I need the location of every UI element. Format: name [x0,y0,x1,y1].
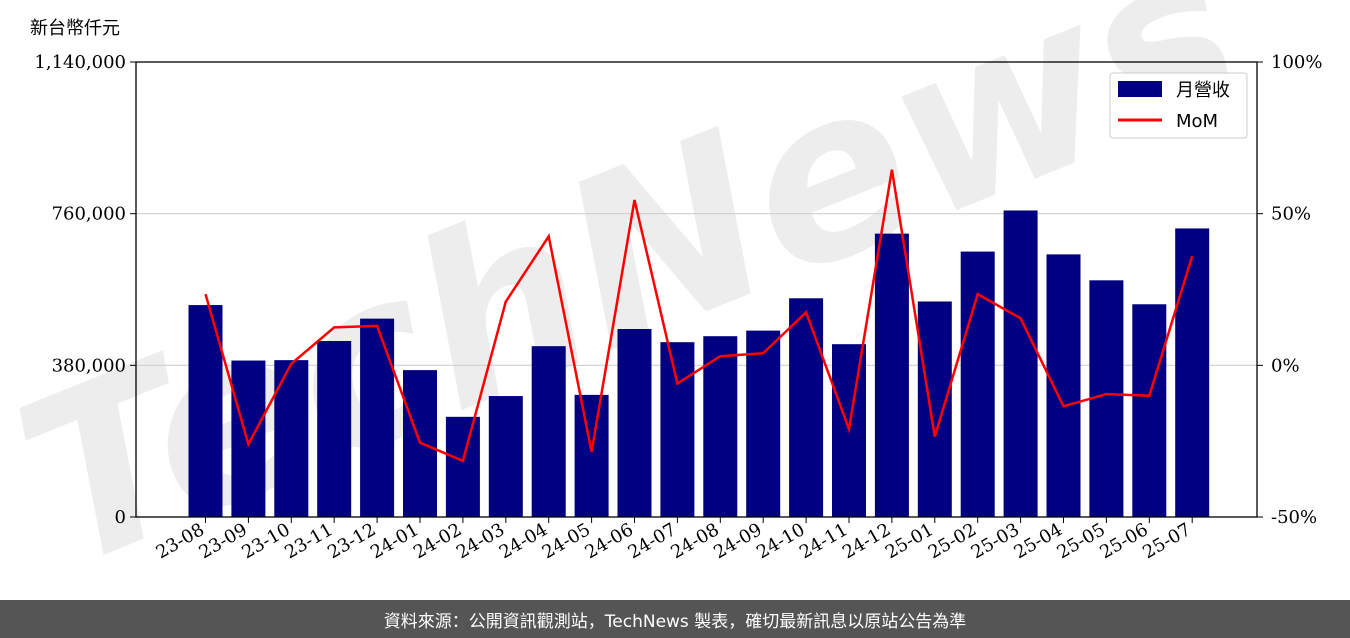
x-tick-label: 24-02 [410,519,465,563]
x-tick-label: 25-04 [1011,519,1066,563]
legend-label-mom: MoM [1176,111,1218,132]
line-series [204,169,1194,463]
x-tick-label: 24-11 [796,519,851,563]
left-tick-label: 760,000 [52,204,126,225]
legend-swatch-bar [1118,81,1162,97]
right-tick-label: 0% [1271,355,1300,376]
right-tick-label: 50% [1271,204,1311,225]
y-unit-label: 新台幣仟元 [30,18,120,39]
x-tick-label: 25-07 [1139,519,1194,563]
right-tick-label: 100% [1271,52,1322,73]
bar-23-12 [360,318,395,517]
legend: 月營收 MoM [1109,72,1248,139]
left-tick-label: 1,140,000 [34,52,126,73]
x-tick-label: 24-12 [839,519,894,563]
bar-25-03 [1003,210,1038,517]
legend-label-revenue: 月營收 [1176,80,1230,101]
x-tick-label: 24-05 [539,519,594,563]
bar-24-06 [617,329,652,517]
bar-25-07 [1175,228,1210,517]
bar-24-08 [703,336,738,517]
x-tick-label: 24-04 [496,519,551,563]
bar-25-06 [1132,304,1167,517]
mom-line [204,169,1194,463]
bar-25-02 [960,251,995,518]
axes [135,61,1258,518]
x-tick-label: 24-09 [710,519,765,563]
bar-25-05 [1089,280,1124,517]
bar-24-05 [574,394,609,517]
right-tick-label: -50% [1271,507,1317,528]
bar-24-10 [789,298,824,517]
bar-25-04 [1046,254,1081,517]
x-tick-label: 25-03 [968,519,1023,563]
left-tick-label: 0 [115,507,126,528]
bar-24-03 [488,396,523,517]
footer-text: 資料來源：公開資訊觀測站，TechNews 製表，確切最新訊息以原站公告為準 [383,611,967,632]
bar-25-01 [917,301,952,517]
x-tick-label: 25-06 [1096,519,1151,563]
x-tick-label: 25-01 [882,519,937,563]
left-tick-label: 380,000 [52,355,126,376]
source-footer: 資料來源：公開資訊觀測站，TechNews 製表，確切最新訊息以原站公告為準 [0,600,1350,638]
x-tick-label: 24-03 [453,519,508,563]
x-tick-label: 24-07 [624,519,679,563]
x-tick-label: 24-10 [753,519,808,563]
plot-frame [135,61,1258,518]
bar-24-12 [874,233,909,517]
x-tick-label: 24-01 [367,519,422,563]
bar-24-02 [445,416,480,517]
chart-canvas: TechNews 0380,000760,0001,140,000-50%0%5… [0,0,1322,600]
bar-24-07 [660,342,695,517]
bar-24-09 [746,330,781,517]
x-tick-label: 25-02 [925,519,980,563]
bar-23-08 [188,305,223,517]
x-tick-label: 23-12 [324,519,379,563]
bar-23-11 [317,340,352,517]
bar-24-04 [531,346,566,517]
x-tick-label: 24-08 [667,519,722,563]
revenue-chart: TechNews 0 380,000 760,000 1,140,000 -50% 0% 5… [0,0,1322,600]
bar-23-09 [231,360,266,517]
x-tick-label: 25-05 [1053,519,1108,563]
x-tick-label: 24-06 [582,519,637,563]
